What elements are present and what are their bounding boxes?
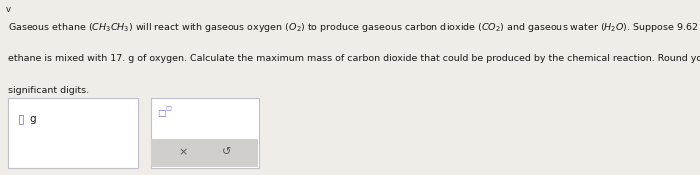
- Text: g: g: [29, 114, 36, 124]
- Text: v: v: [6, 5, 10, 14]
- Text: ▯: ▯: [18, 113, 25, 125]
- FancyBboxPatch shape: [150, 98, 259, 168]
- FancyBboxPatch shape: [8, 98, 138, 168]
- Text: □: □: [165, 106, 171, 111]
- Text: Gaseous ethane $(CH_3CH_3)$ will react with gaseous oxygen $(O_2)$ to produce ga: Gaseous ethane $(CH_3CH_3)$ will react w…: [8, 21, 700, 34]
- Text: ×: ×: [178, 147, 188, 158]
- Text: □: □: [158, 109, 166, 118]
- Text: ethane is mixed with 17. g of oxygen. Calculate the maximum mass of carbon dioxi: ethane is mixed with 17. g of oxygen. Ca…: [8, 54, 700, 63]
- FancyBboxPatch shape: [151, 139, 258, 167]
- Text: ↺: ↺: [222, 147, 231, 158]
- Text: significant digits.: significant digits.: [8, 86, 90, 95]
